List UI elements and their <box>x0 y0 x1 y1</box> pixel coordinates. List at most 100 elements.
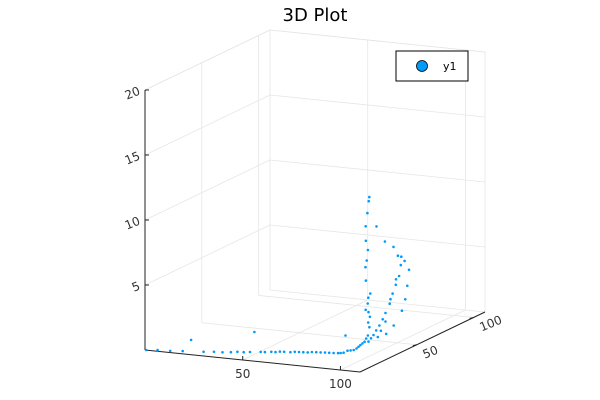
y-axis-line <box>359 311 486 373</box>
gridline-left-z-1 <box>144 159 271 221</box>
data-point-0-19 <box>289 350 292 354</box>
data-point-0-1 <box>156 348 159 352</box>
data-point-0-7 <box>221 351 224 354</box>
data-point-0-50 <box>367 296 370 300</box>
data-point-0-84 <box>400 255 403 258</box>
data-point-0-3 <box>181 349 184 353</box>
data-point-0-55 <box>366 248 370 252</box>
data-point-0-13 <box>259 350 263 354</box>
data-point-0-48 <box>366 302 370 305</box>
gridline-floor-y-1 <box>258 295 474 318</box>
data-point-0-70 <box>384 311 387 315</box>
data-point-0-88 <box>379 329 383 333</box>
data-point-0-4 <box>189 338 193 342</box>
data-point-0-37 <box>355 347 358 350</box>
data-point-0-40 <box>361 342 364 345</box>
data-point-0-31 <box>339 351 343 355</box>
data-point-0-68 <box>391 292 394 295</box>
z-tick-label-2: 15 <box>123 149 142 168</box>
data-point-0-29 <box>332 351 335 355</box>
z-tick-label-0: 5 <box>130 279 142 295</box>
data-point-0-73 <box>374 329 378 332</box>
gridline-floor-x-0 <box>242 299 368 361</box>
data-point-0-59 <box>367 199 371 203</box>
data-point-0-75 <box>369 337 373 340</box>
data-point-0-83 <box>403 259 406 263</box>
y-tick-label-0: 50 <box>421 343 440 362</box>
data-point-0-33 <box>344 334 347 337</box>
data-point-0-23 <box>306 351 310 354</box>
data-point-0-76 <box>367 340 370 343</box>
data-point-0-11 <box>248 350 252 354</box>
gridline-left-top-edge <box>144 29 271 91</box>
data-point-0-62 <box>383 240 387 243</box>
data-point-0-87 <box>384 320 387 323</box>
data-point-0-47 <box>367 310 370 314</box>
data-point-0-71 <box>381 318 385 321</box>
data-point-0-30 <box>336 351 340 355</box>
axes <box>144 89 486 373</box>
data-point-0-72 <box>378 324 381 327</box>
data-point-0-54 <box>365 259 369 262</box>
data-point-0-51 <box>369 292 372 295</box>
legend-marker-y1 <box>416 60 428 72</box>
data-point-0-45 <box>366 321 370 324</box>
gridline-back-z-1 <box>269 159 486 183</box>
data-point-0-16 <box>274 350 277 354</box>
gridline-back-z-0 <box>269 224 486 248</box>
data-point-0-74 <box>372 333 375 337</box>
data-point-0-18 <box>282 350 286 354</box>
data-point-0-65 <box>399 263 403 267</box>
data-point-0-49 <box>364 308 368 312</box>
data-point-0-32 <box>342 351 345 355</box>
data-point-0-26 <box>319 351 322 354</box>
data-point-0-2 <box>168 349 172 353</box>
data-point-0-61 <box>375 225 378 228</box>
data-point-0-78 <box>392 324 396 327</box>
data-point-0-12 <box>253 330 256 334</box>
data-point-0-67 <box>394 283 398 287</box>
data-points <box>144 195 411 355</box>
data-point-0-24 <box>310 350 314 354</box>
y-tick-mark-1 <box>469 316 474 319</box>
data-point-0-0 <box>144 348 148 352</box>
data-point-0-64 <box>396 254 400 257</box>
data-point-0-17 <box>278 350 282 353</box>
data-point-0-28 <box>327 351 331 355</box>
gridline-back-top-edge <box>269 29 486 53</box>
data-point-0-22 <box>302 350 305 354</box>
legend: y1 <box>395 50 469 82</box>
data-point-0-85 <box>394 278 398 281</box>
legend-label-y1: y1 <box>443 60 457 73</box>
data-point-0-20 <box>293 350 297 354</box>
data-point-0-56 <box>364 239 368 243</box>
data-point-0-21 <box>297 350 301 354</box>
data-point-0-39 <box>359 343 362 347</box>
gridline-left-z-2 <box>144 94 271 156</box>
data-point-0-80 <box>404 298 407 301</box>
chart-title: 3D Plot <box>283 5 348 26</box>
data-point-0-86 <box>389 297 392 301</box>
data-point-0-53 <box>364 265 367 269</box>
x-tick-label-1: 100 <box>329 377 352 391</box>
data-point-0-38 <box>357 345 360 349</box>
data-point-0-41 <box>363 340 366 344</box>
data-point-0-5 <box>202 350 205 354</box>
y-tick-mark-0 <box>412 344 417 347</box>
data-point-0-58 <box>366 211 369 215</box>
data-point-0-60 <box>368 195 371 199</box>
data-point-0-43 <box>366 334 370 337</box>
y-tick-label-1: 100 <box>478 313 504 335</box>
data-point-0-69 <box>388 302 392 306</box>
data-point-0-15 <box>270 350 273 354</box>
x-axis-line <box>144 349 361 373</box>
data-point-0-42 <box>364 337 368 340</box>
data-point-0-81 <box>406 284 409 288</box>
data-point-0-63 <box>392 245 395 249</box>
data-point-0-57 <box>364 225 368 228</box>
data-point-0-79 <box>400 309 404 313</box>
data-point-0-36 <box>352 348 356 352</box>
gridline-back-z-2 <box>269 94 486 118</box>
data-point-0-35 <box>349 349 352 352</box>
